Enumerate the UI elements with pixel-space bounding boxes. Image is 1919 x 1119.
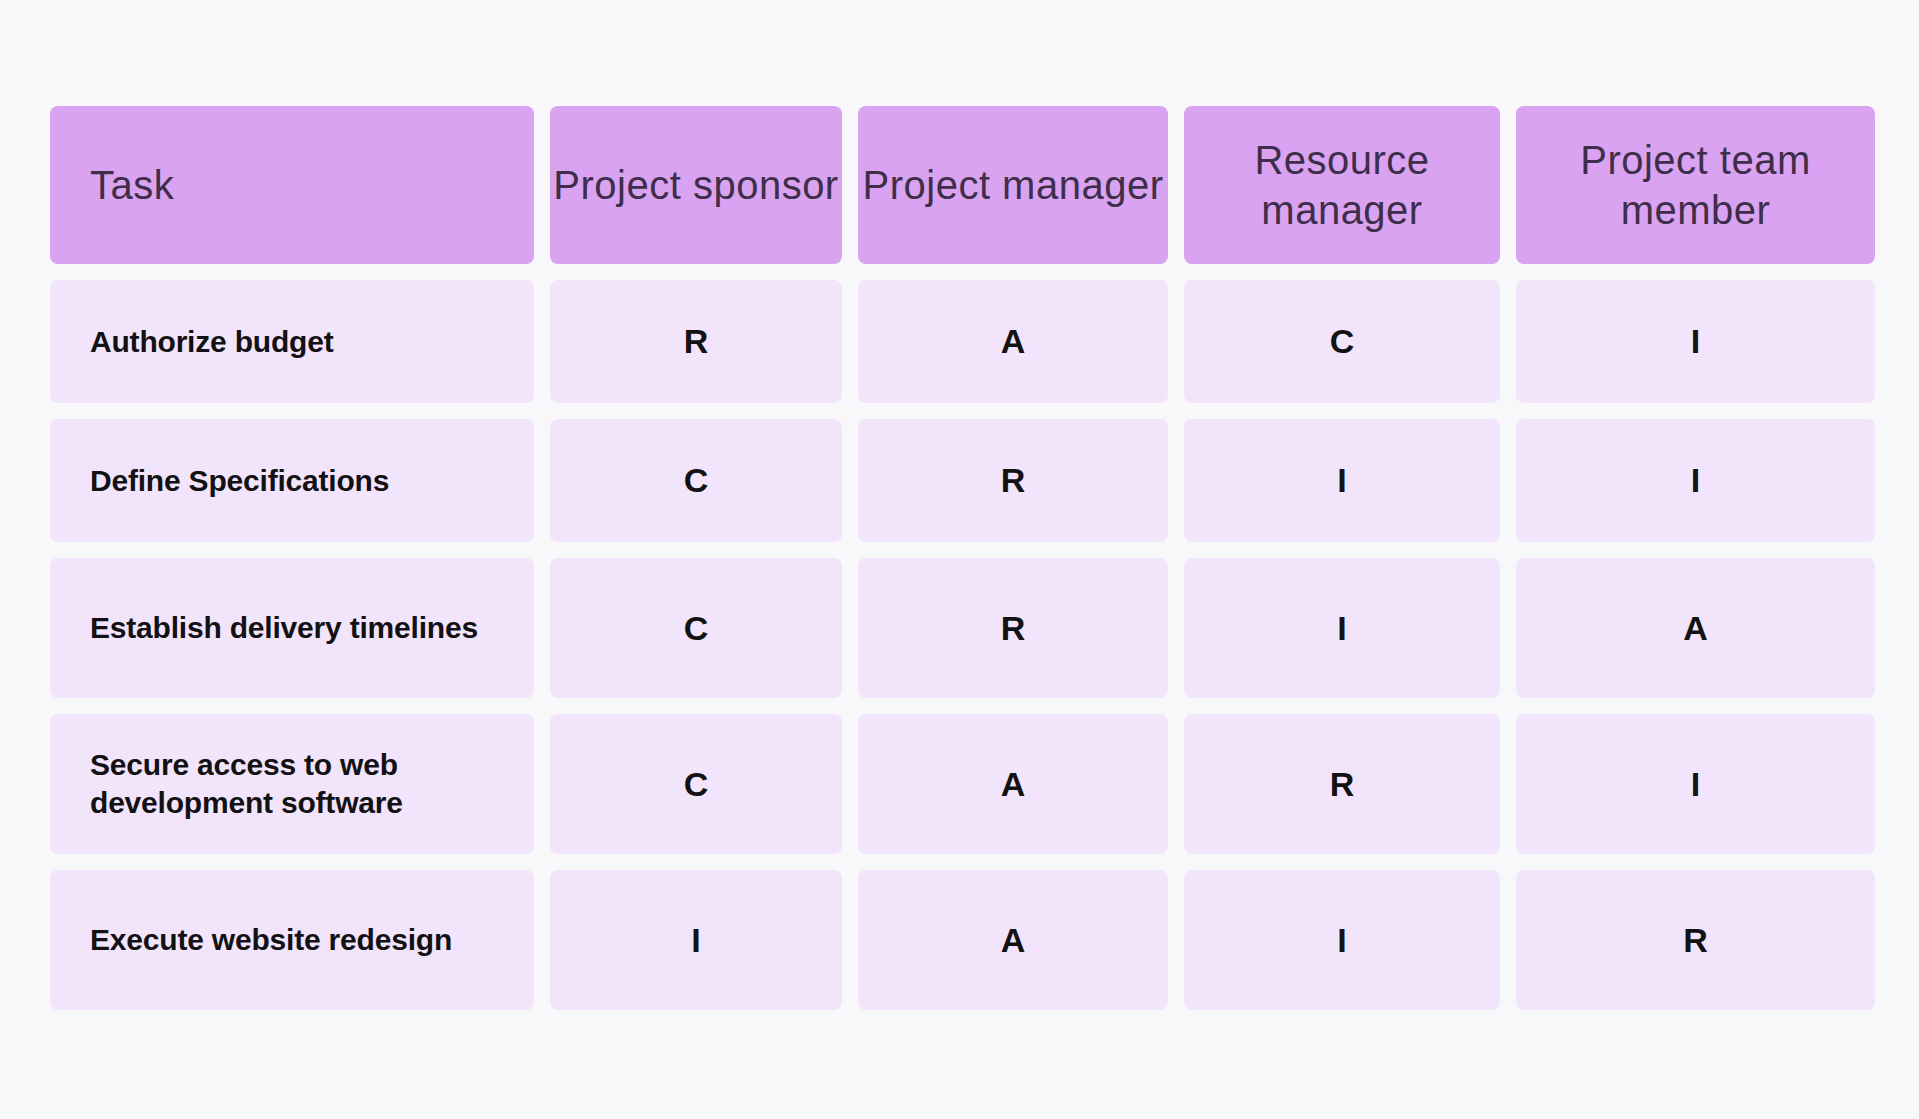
- raci-value-cell-4-3: R: [1516, 870, 1875, 1010]
- raci-value-cell-3-1: A: [858, 714, 1168, 854]
- raci-value-cell-4-2: I: [1184, 870, 1500, 1010]
- column-header-role-1: Project manager: [858, 106, 1168, 264]
- raci-value-cell-1-2: I: [1184, 419, 1500, 542]
- raci-value-cell-2-3: A: [1516, 558, 1875, 698]
- raci-value-cell-2-0: C: [550, 558, 842, 698]
- raci-value-cell-4-0: I: [550, 870, 842, 1010]
- column-header-task: Task: [50, 106, 534, 264]
- column-header-role: Project sponsor: [550, 106, 842, 264]
- raci-value-cell-3-0: C: [550, 714, 842, 854]
- task-label-cell-3: Secure access to web development softwar…: [50, 714, 534, 854]
- raci-value-cell-2-1: R: [858, 558, 1168, 698]
- column-header-role-3: Project team member: [1516, 106, 1875, 264]
- raci-value-cell-4-1: A: [858, 870, 1168, 1010]
- raci-value-cell-1-0: C: [550, 419, 842, 542]
- raci-value-cell-2-2: I: [1184, 558, 1500, 698]
- raci-value-cell-0-3: I: [1516, 280, 1875, 403]
- task-label-cell-2: Establish delivery timelines: [50, 558, 534, 698]
- raci-table: TaskProject sponsorProject managerResour…: [50, 106, 1875, 1010]
- raci-value-cell-0-1: A: [858, 280, 1168, 403]
- task-label-cell-1: Define Specifications: [50, 419, 534, 542]
- raci-value-cell-3-3: I: [1516, 714, 1875, 854]
- task-label-cell-4: Execute website redesign: [50, 870, 534, 1010]
- raci-value-cell-0-2: C: [1184, 280, 1500, 403]
- raci-value-cell-1-1: R: [858, 419, 1168, 542]
- raci-value-cell-1-3: I: [1516, 419, 1875, 542]
- raci-value-cell-3-2: R: [1184, 714, 1500, 854]
- task-label-cell: Authorize budget: [50, 280, 534, 403]
- raci-value-cell-0-0: R: [550, 280, 842, 403]
- raci-matrix-canvas: TaskProject sponsorProject managerResour…: [0, 0, 1919, 1119]
- column-header-role-2: Resource manager: [1184, 106, 1500, 264]
